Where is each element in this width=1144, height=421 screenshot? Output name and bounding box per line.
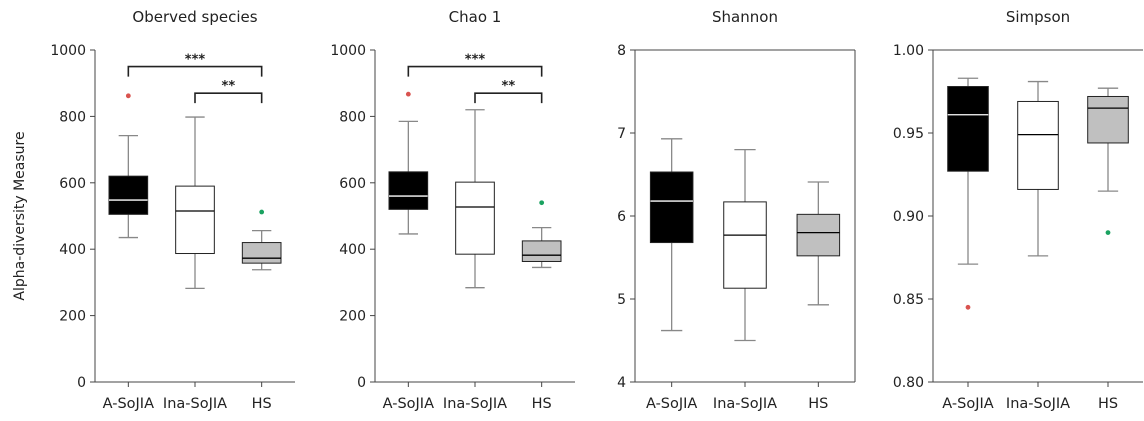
outlier-point <box>125 93 131 99</box>
x-tick-label: A-SoJIA <box>646 396 697 412</box>
box-body <box>649 171 694 244</box>
y-tick-label: 1000 <box>330 43 366 59</box>
y-axis-label: Alpha-diversity Measure <box>12 131 28 300</box>
box-Ina-SoJIA <box>1017 80 1059 257</box>
x-tick-label: A-SoJIA <box>942 396 993 412</box>
y-tick-label: 5 <box>617 292 626 308</box>
bracket-line <box>407 65 543 77</box>
panel-title: Chao 1 <box>449 8 502 26</box>
y-tick-label: 200 <box>59 309 86 325</box>
box-body <box>723 201 767 289</box>
x-tick-label: HS <box>1098 396 1118 412</box>
box-HS <box>241 209 282 271</box>
box-body <box>241 242 282 264</box>
outlier-point <box>259 209 265 215</box>
x-tick-label: HS <box>808 396 828 412</box>
bracket-line <box>127 65 263 77</box>
significance-label: *** <box>465 53 486 68</box>
outlier-point <box>1105 230 1111 236</box>
panel-3: Simpson 0.80 0.85 0.90 0.95 1.00 A-SoJIA Ina-So… <box>893 8 1143 412</box>
box-body <box>947 86 989 172</box>
y-tick-label: 400 <box>59 242 86 258</box>
bracket-line <box>194 92 263 104</box>
y-tick-label: 800 <box>59 109 86 125</box>
box-body <box>1017 100 1059 190</box>
y-tick-label: 200 <box>339 309 366 325</box>
box-body <box>108 175 149 215</box>
significance-bracket: ** <box>474 79 543 104</box>
box-A-SoJIA <box>108 93 149 239</box>
box-body <box>796 213 841 257</box>
y-tick-label: 1.00 <box>893 43 924 59</box>
box-body <box>1087 95 1129 144</box>
y-tick-label: 0.90 <box>893 209 924 225</box>
y-tick-label: 600 <box>59 176 86 192</box>
box-Ina-SoJIA <box>175 116 215 290</box>
box-HS <box>521 200 562 269</box>
significance-label: ** <box>222 79 236 94</box>
outlier-point <box>539 200 545 206</box>
box-HS <box>796 181 841 306</box>
box-HS <box>1087 87 1129 236</box>
significance-label: ** <box>502 79 516 94</box>
x-tick-label: A-SoJIA <box>103 396 154 412</box>
panel-2: Shannon 4 5 6 7 8 A-SoJIA Ina-SoJIA HS <box>617 8 856 412</box>
y-tick-label: 1000 <box>50 43 86 59</box>
panel-0: Oberved species 0 200 400 600 800 1000 A-SoJIA I… <box>50 8 295 412</box>
panel-title: Shannon <box>712 8 778 26</box>
significance-label: *** <box>185 53 206 68</box>
box-body <box>175 185 215 255</box>
y-tick-label: 0 <box>77 375 86 391</box>
y-tick-label: 0.95 <box>893 126 924 142</box>
significance-bracket: ** <box>194 79 263 104</box>
y-tick-label: 6 <box>617 209 626 225</box>
panel-title: Oberved species <box>132 8 257 26</box>
x-tick-label: Ina-SoJIA <box>713 396 777 412</box>
y-tick-label: 400 <box>339 242 366 258</box>
box-A-SoJIA <box>649 138 694 332</box>
y-tick-label: 4 <box>617 375 626 391</box>
outlier-point <box>405 91 411 97</box>
panel-title: Simpson <box>1006 8 1070 26</box>
y-tick-label: 600 <box>339 176 366 192</box>
significance-bracket: *** <box>407 53 543 77</box>
box-A-SoJIA <box>947 77 989 310</box>
x-tick-label: Ina-SoJIA <box>1006 396 1070 412</box>
box-body <box>388 171 429 210</box>
bracket-line <box>474 92 543 104</box>
significance-bracket: *** <box>127 53 263 77</box>
box-Ina-SoJIA <box>455 109 495 289</box>
box-body <box>521 240 562 262</box>
x-tick-label: A-SoJIA <box>383 396 434 412</box>
x-tick-label: Ina-SoJIA <box>443 396 507 412</box>
box-A-SoJIA <box>388 91 429 235</box>
y-tick-label: 7 <box>617 126 626 142</box>
box-Ina-SoJIA <box>723 148 767 342</box>
panel-1: Chao 1 0 200 400 600 800 1000 A-SoJIA Ina-SoJIA H… <box>330 8 575 412</box>
x-tick-label: HS <box>532 396 552 412</box>
chart-panels: Oberved species 0 200 400 600 800 1000 A-SoJIA I… <box>50 8 1143 412</box>
y-tick-label: 8 <box>617 43 626 59</box>
y-tick-label: 0.85 <box>893 292 924 308</box>
y-tick-label: 800 <box>339 109 366 125</box>
y-tick-label: 0 <box>357 375 366 391</box>
box-body <box>455 181 495 255</box>
x-tick-label: HS <box>252 396 272 412</box>
x-tick-label: Ina-SoJIA <box>163 396 227 412</box>
y-tick-label: 0.80 <box>893 375 924 391</box>
outlier-point <box>965 304 971 310</box>
